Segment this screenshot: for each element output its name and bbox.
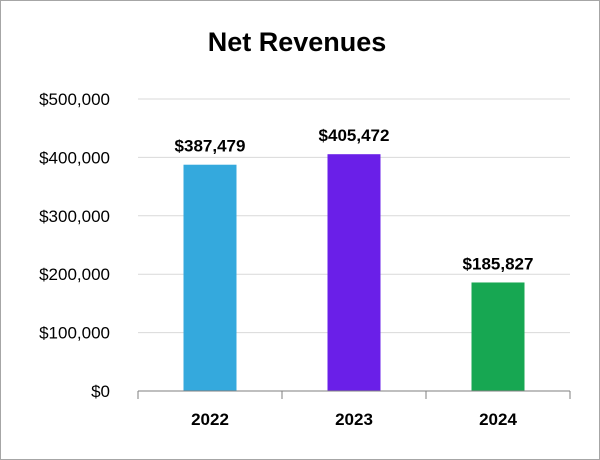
y-tick-label: $500,000 [39, 90, 110, 109]
data-label-2023: $405,472 [319, 126, 390, 145]
y-tick-labels: $0 $100,000 $200,000 $300,000 $400,000 $500,0… [39, 90, 110, 401]
y-tick-label: $300,000 [39, 207, 110, 226]
x-tick-labels: 2022 2023 2024 [191, 410, 517, 429]
bars [183, 154, 525, 391]
x-tick-label-2024: 2024 [479, 410, 517, 429]
bar-2024 [471, 282, 525, 391]
axes [137, 390, 571, 399]
y-tick-label: $200,000 [39, 265, 110, 284]
data-label-2022: $387,479 [175, 137, 246, 156]
bar-2022 [183, 164, 237, 391]
y-tick-label: $400,000 [39, 148, 110, 167]
data-label-2024: $185,827 [463, 254, 534, 273]
y-tick-label: $100,000 [39, 324, 110, 343]
chart-title: Net Revenues [208, 27, 387, 57]
y-tick-label: $0 [91, 382, 110, 401]
x-tick-label-2023: 2023 [335, 410, 373, 429]
bar-2023 [327, 154, 381, 391]
x-tick-label-2022: 2022 [191, 410, 229, 429]
data-labels: $387,479 $405,472 $185,827 [175, 126, 534, 273]
